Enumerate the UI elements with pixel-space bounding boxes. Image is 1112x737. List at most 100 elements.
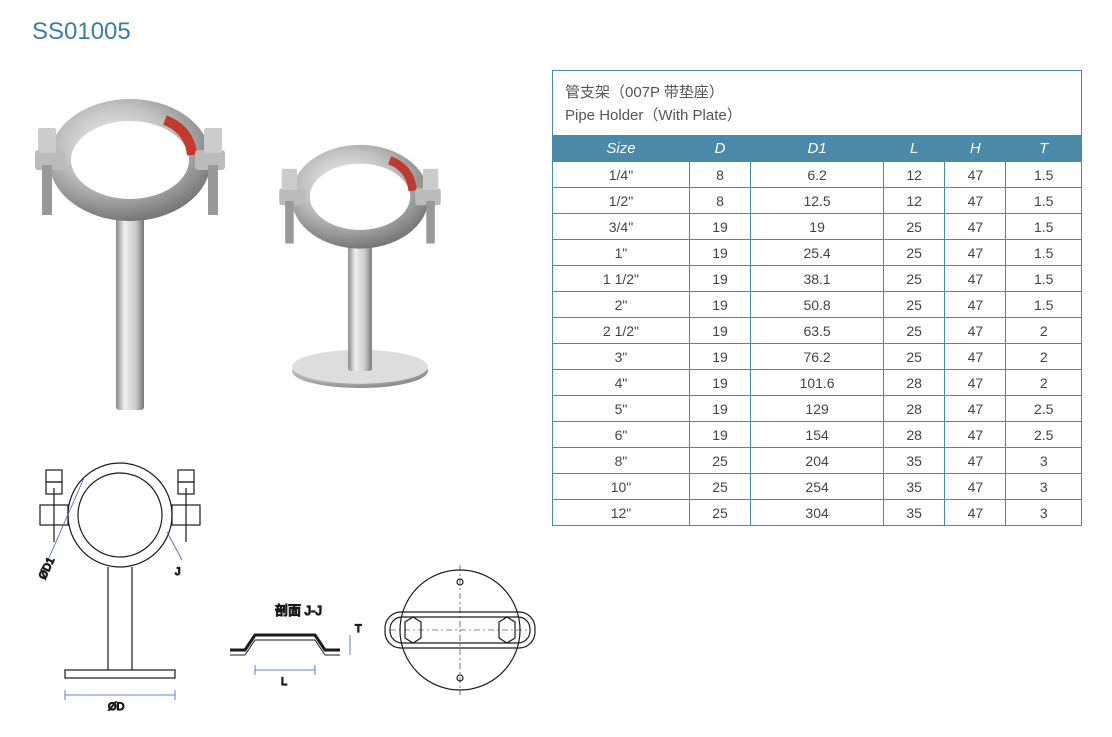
table-cell: 28	[884, 396, 945, 422]
table-cell: 204	[751, 448, 884, 474]
table-cell: 25	[689, 448, 750, 474]
table-row: 3"1976.225472	[553, 344, 1082, 370]
table-cell: 8"	[553, 448, 690, 474]
table-cell: 19	[689, 240, 750, 266]
table-cell: 47	[945, 240, 1006, 266]
table-cell: 5"	[553, 396, 690, 422]
table-cell: 47	[945, 474, 1006, 500]
table-cell: 25	[884, 266, 945, 292]
table-cell: 50.8	[751, 292, 884, 318]
table-cell: 2"	[553, 292, 690, 318]
table-title-cn: 管支架（007P 带垫座）	[565, 81, 1069, 102]
table-cell: 47	[945, 422, 1006, 448]
table-cell: 129	[751, 396, 884, 422]
table-cell: 2.5	[1006, 396, 1082, 422]
table-title-en: Pipe Holder（With Plate）	[565, 104, 1069, 125]
table-cell: 47	[945, 318, 1006, 344]
table-row: 1/2"812.512471.5	[553, 188, 1082, 214]
table-row: 1/4"86.212471.5	[553, 162, 1082, 188]
table-cell: 8	[689, 188, 750, 214]
table-row: 1 1/2"1938.125471.5	[553, 266, 1082, 292]
technical-drawings: ØD1 H ØD J	[30, 440, 560, 730]
table-row: 2"1950.825471.5	[553, 292, 1082, 318]
table-cell: 35	[884, 500, 945, 526]
table-row: 1"1925.425471.5	[553, 240, 1082, 266]
table-cell: 28	[884, 370, 945, 396]
table-cell: 1.5	[1006, 188, 1082, 214]
table-cell: 2	[1006, 318, 1082, 344]
table-row: 12"2530435473	[553, 500, 1082, 526]
table-cell: 12	[884, 188, 945, 214]
table-cell: 47	[945, 500, 1006, 526]
dim-d1: ØD1	[37, 556, 57, 582]
table-cell: 1"	[553, 240, 690, 266]
table-row: 10"2525435473	[553, 474, 1082, 500]
table-cell: 25	[884, 318, 945, 344]
table-cell: 19	[689, 422, 750, 448]
table-cell: 35	[884, 448, 945, 474]
table-cell: 47	[945, 292, 1006, 318]
table-cell: 47	[945, 344, 1006, 370]
table-header-cell: D	[689, 136, 750, 162]
table-cell: 12	[884, 162, 945, 188]
table-cell: 3	[1006, 500, 1082, 526]
table-cell: 2	[1006, 370, 1082, 396]
table-cell: 4"	[553, 370, 690, 396]
spec-table: SizeDD1LHT 1/4"86.212471.51/2"812.512471…	[552, 135, 1082, 526]
table-cell: 254	[751, 474, 884, 500]
table-row: 5"1912928472.5	[553, 396, 1082, 422]
table-cell: 1.5	[1006, 162, 1082, 188]
table-cell: 47	[945, 396, 1006, 422]
table-header-cell: D1	[751, 136, 884, 162]
table-cell: 47	[945, 162, 1006, 188]
table-cell: 28	[884, 422, 945, 448]
section-label: 剖面 J-J	[275, 603, 322, 618]
table-cell: 3	[1006, 474, 1082, 500]
table-cell: 63.5	[751, 318, 884, 344]
table-cell: 154	[751, 422, 884, 448]
table-cell: 3"	[553, 344, 690, 370]
table-cell: 47	[945, 370, 1006, 396]
table-cell: 47	[945, 214, 1006, 240]
table-cell: 1.5	[1006, 266, 1082, 292]
table-cell: 1/2"	[553, 188, 690, 214]
table-cell: 19	[689, 396, 750, 422]
table-cell: 3/4"	[553, 214, 690, 240]
table-cell: 25	[884, 292, 945, 318]
table-cell: 25	[884, 344, 945, 370]
table-row: 6"1915428472.5	[553, 422, 1082, 448]
table-header-cell: Size	[553, 136, 690, 162]
dim-l: L	[281, 676, 287, 688]
table-header-cell: L	[884, 136, 945, 162]
table-row: 8"2520435473	[553, 448, 1082, 474]
table-cell: 12.5	[751, 188, 884, 214]
table-cell: 25	[689, 474, 750, 500]
table-cell: 101.6	[751, 370, 884, 396]
table-title-box: 管支架（007P 带垫座） Pipe Holder（With Plate）	[552, 70, 1082, 135]
table-cell: 25	[689, 500, 750, 526]
table-row: 2 1/2"1963.525472	[553, 318, 1082, 344]
table-cell: 10"	[553, 474, 690, 500]
table-cell: 19	[689, 370, 750, 396]
table-cell: 19	[689, 318, 750, 344]
table-cell: 38.1	[751, 266, 884, 292]
table-cell: 6"	[553, 422, 690, 448]
spec-table-area: 管支架（007P 带垫座） Pipe Holder（With Plate） Si…	[552, 70, 1082, 526]
table-row: 3/4"191925471.5	[553, 214, 1082, 240]
table-cell: 1/4"	[553, 162, 690, 188]
table-cell: 35	[884, 474, 945, 500]
part-number: SS01005	[32, 18, 131, 46]
table-cell: 19	[689, 214, 750, 240]
table-cell: 2.5	[1006, 422, 1082, 448]
table-cell: 47	[945, 448, 1006, 474]
table-cell: 19	[689, 266, 750, 292]
table-header-cell: T	[1006, 136, 1082, 162]
table-cell: 2 1/2"	[553, 318, 690, 344]
table-cell: 1.5	[1006, 214, 1082, 240]
table-cell: 3	[1006, 448, 1082, 474]
table-cell: 304	[751, 500, 884, 526]
table-cell: 47	[945, 188, 1006, 214]
table-cell: 6.2	[751, 162, 884, 188]
table-cell: 12"	[553, 500, 690, 526]
table-cell: 1.5	[1006, 240, 1082, 266]
